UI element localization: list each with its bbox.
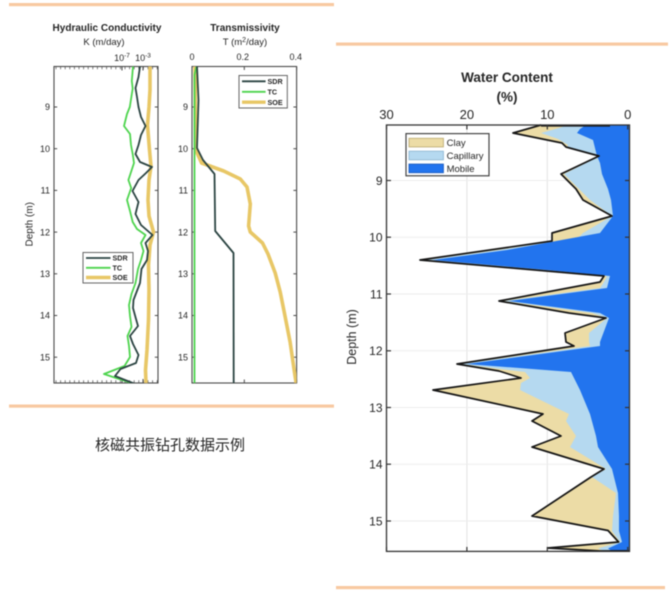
svg-text:20: 20 (460, 107, 474, 122)
svg-text:0: 0 (189, 52, 194, 62)
svg-text:(%): (%) (497, 90, 518, 105)
svg-text:13: 13 (40, 269, 50, 279)
svg-text:0.4: 0.4 (290, 52, 303, 62)
svg-text:SOE: SOE (268, 98, 283, 107)
svg-text:9: 9 (183, 102, 188, 112)
svg-text:10: 10 (540, 107, 554, 122)
svg-text:Transmissivity: Transmissivity (210, 23, 280, 34)
svg-text:12: 12 (178, 227, 188, 237)
svg-text:SOE: SOE (113, 273, 128, 282)
svg-text:TC: TC (113, 263, 123, 272)
svg-text:Depth (m): Depth (m) (345, 309, 359, 365)
svg-text:Mobile: Mobile (447, 164, 475, 175)
svg-text:14: 14 (40, 311, 50, 321)
svg-text:15: 15 (40, 352, 50, 362)
svg-text:Capillary: Capillary (447, 151, 484, 162)
svg-text:10: 10 (178, 144, 188, 154)
svg-text:Hydraulic Conductivity: Hydraulic Conductivity (53, 23, 162, 34)
svg-text:10: 10 (40, 144, 50, 154)
svg-text:0: 0 (624, 107, 631, 122)
svg-text:12: 12 (40, 227, 50, 237)
svg-text:10: 10 (369, 231, 383, 245)
svg-text:T (m2/day): T (m2/day) (223, 37, 267, 48)
svg-text:14: 14 (369, 458, 383, 472)
svg-text:12: 12 (369, 344, 383, 358)
svg-text:10-3: 10-3 (135, 53, 151, 64)
svg-text:11: 11 (370, 287, 383, 301)
svg-text:13: 13 (178, 269, 188, 279)
svg-text:核磁共振钻孔数据示例: 核磁共振钻孔数据示例 (95, 437, 245, 454)
svg-text:9: 9 (45, 102, 50, 112)
svg-text:SDR: SDR (113, 254, 129, 263)
svg-text:11: 11 (41, 186, 50, 196)
svg-text:15: 15 (369, 514, 383, 528)
svg-text:9: 9 (376, 174, 383, 188)
svg-text:0.2: 0.2 (237, 52, 250, 62)
svg-text:15: 15 (178, 352, 188, 362)
svg-text:10-7: 10-7 (114, 53, 130, 64)
svg-text:13: 13 (369, 401, 383, 415)
svg-text:Depth (m): Depth (m) (25, 202, 36, 246)
svg-text:11: 11 (179, 186, 188, 196)
svg-text:K (m/day): K (m/day) (83, 37, 124, 48)
svg-text:14: 14 (178, 311, 188, 321)
svg-text:Clay: Clay (447, 138, 466, 149)
svg-text:Water Content: Water Content (461, 70, 553, 85)
svg-text:SDR: SDR (268, 77, 284, 86)
svg-text:TC: TC (268, 87, 278, 96)
svg-text:30: 30 (379, 107, 393, 122)
